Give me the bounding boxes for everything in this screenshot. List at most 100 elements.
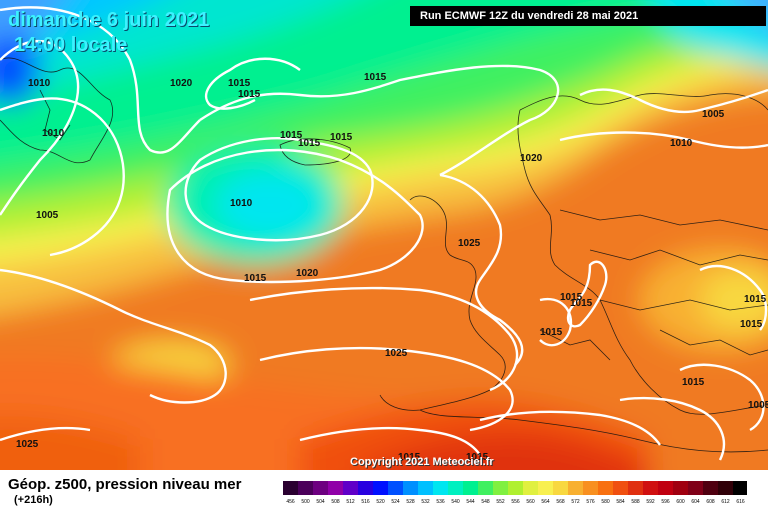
scale-tick-label: 592 bbox=[646, 499, 655, 505]
scale-tick-label: 552 bbox=[496, 499, 505, 505]
scale-tick-label: 504 bbox=[316, 499, 325, 505]
isobars bbox=[0, 6, 768, 461]
scale-swatch bbox=[538, 481, 553, 495]
scale-tick-label: 528 bbox=[406, 499, 415, 505]
isobar-label: 1015 bbox=[570, 298, 593, 309]
isobar-label: 1015 bbox=[560, 292, 583, 303]
scale-tick-label: 572 bbox=[571, 499, 580, 505]
copyright-notice: Copyright 2021 Meteociel.fr bbox=[350, 456, 494, 468]
scale-tick-label: 500 bbox=[301, 499, 310, 505]
scale-swatch bbox=[583, 481, 598, 495]
isobar-label: 1025 bbox=[385, 348, 408, 359]
scale-swatch bbox=[358, 481, 373, 495]
scale-swatch bbox=[613, 481, 628, 495]
isobar-label: 1015 bbox=[364, 72, 387, 83]
scale-tick-label: 576 bbox=[586, 499, 595, 505]
isobar-label: 1015 bbox=[540, 327, 563, 338]
scale-tick-label: 612 bbox=[721, 499, 730, 505]
scale-tick-label: 616 bbox=[736, 499, 745, 505]
scale-tick-label: 548 bbox=[481, 499, 490, 505]
scale-tick-label: 604 bbox=[691, 499, 700, 505]
isobar-label: 1010 bbox=[42, 128, 65, 139]
scale-swatch bbox=[673, 481, 688, 495]
scale-swatch bbox=[553, 481, 568, 495]
scale-tick-label: 588 bbox=[631, 499, 640, 505]
isobar-label: 1015 bbox=[228, 78, 251, 89]
scale-swatch bbox=[403, 481, 418, 495]
isobar-label: 1020 bbox=[170, 78, 193, 89]
color-scale: 456 500 504 508 512 516 520 524 528 532 536 540 544 5… bbox=[283, 481, 747, 505]
isobar-label: 1015 bbox=[244, 273, 267, 284]
isobar-label: 1015 bbox=[280, 130, 303, 141]
legend-title: Géop. z500, pression niveau mer bbox=[8, 476, 242, 493]
scale-tick-label: 524 bbox=[391, 499, 400, 505]
scale-tick-label: 584 bbox=[616, 499, 625, 505]
scale-swatch bbox=[493, 481, 508, 495]
isobar-label: 1020 bbox=[520, 153, 543, 164]
isobar-label: 1010 bbox=[28, 78, 51, 89]
isobar-label: 1015 bbox=[682, 377, 705, 388]
scale-tick-label: 536 bbox=[436, 499, 445, 505]
scale-swatch bbox=[373, 481, 388, 495]
isobar-label: 1005 bbox=[748, 400, 768, 411]
scale-swatch bbox=[688, 481, 703, 495]
isobar-label: 1015 bbox=[398, 452, 421, 463]
forecast-date: dimanche 6 juin 2021 bbox=[8, 9, 210, 31]
scale-swatch bbox=[703, 481, 718, 495]
scale-swatch bbox=[328, 481, 343, 495]
scale-swatch bbox=[418, 481, 433, 495]
scale-tick-label: 456 bbox=[286, 499, 295, 505]
scale-swatch bbox=[343, 481, 358, 495]
isobar-label: 1015 bbox=[466, 452, 489, 463]
scale-swatch bbox=[298, 481, 313, 495]
isobar-label: 1025 bbox=[16, 439, 39, 450]
run-banner: Run ECMWF 12Z du vendredi 28 mai 2021 bbox=[410, 6, 766, 26]
isobar-label: 1020 bbox=[296, 268, 319, 279]
scale-tick-label: 520 bbox=[376, 499, 385, 505]
isobar-labels: 1010 1010 1005 1020 1015 1015 1015 1015 … bbox=[16, 72, 768, 463]
isobar-label: 1025 bbox=[458, 238, 481, 249]
isobar-label: 1005 bbox=[36, 210, 59, 221]
scale-swatch bbox=[463, 481, 478, 495]
scale-tick-label: 600 bbox=[676, 499, 685, 505]
scale-tick-label: 532 bbox=[421, 499, 430, 505]
isobar-label: 1005 bbox=[702, 109, 725, 120]
scale-tick-label: 508 bbox=[331, 499, 340, 505]
scale-tick-label: 516 bbox=[361, 499, 370, 505]
scale-tick-label: 556 bbox=[511, 499, 520, 505]
scale-tick-label: 560 bbox=[526, 499, 535, 505]
scale-tick-label: 512 bbox=[346, 499, 355, 505]
scale-tick-label: 580 bbox=[601, 499, 610, 505]
scale-swatch bbox=[283, 481, 298, 495]
scale-swatch bbox=[388, 481, 403, 495]
geopotential-field bbox=[0, 0, 768, 470]
scale-tick-label: 540 bbox=[451, 499, 460, 505]
isobar-label: 1015 bbox=[238, 89, 261, 100]
isobar-label: 1015 bbox=[740, 319, 763, 330]
scale-swatch bbox=[598, 481, 613, 495]
scale-tick-label: 564 bbox=[541, 499, 550, 505]
weather-map: 1010 1010 1005 1020 1015 1015 1015 1015 … bbox=[0, 0, 768, 470]
isobar-label: 1015 bbox=[330, 132, 353, 143]
scale-swatch bbox=[733, 481, 747, 495]
scale-tick-label: 596 bbox=[661, 499, 670, 505]
isobar-label: 1015 bbox=[298, 138, 321, 149]
scale-swatch bbox=[448, 481, 463, 495]
scale-swatch bbox=[478, 481, 493, 495]
scale-swatch bbox=[433, 481, 448, 495]
isobar-label: 1015 bbox=[744, 294, 767, 305]
legend-subtitle: (+216h) bbox=[14, 494, 53, 506]
scale-swatch bbox=[568, 481, 583, 495]
scale-swatch bbox=[643, 481, 658, 495]
isobar-label: 1010 bbox=[670, 138, 693, 149]
scale-tick-label: 544 bbox=[466, 499, 475, 505]
scale-swatch bbox=[313, 481, 328, 495]
scale-tick-label: 568 bbox=[556, 499, 565, 505]
scale-swatch bbox=[658, 481, 673, 495]
scale-swatch bbox=[508, 481, 523, 495]
scale-swatch bbox=[718, 481, 733, 495]
scale-swatch bbox=[628, 481, 643, 495]
isobar-label: 1010 bbox=[230, 198, 253, 209]
scale-tick-label: 608 bbox=[706, 499, 715, 505]
forecast-time: 14:00 locale bbox=[14, 34, 128, 56]
